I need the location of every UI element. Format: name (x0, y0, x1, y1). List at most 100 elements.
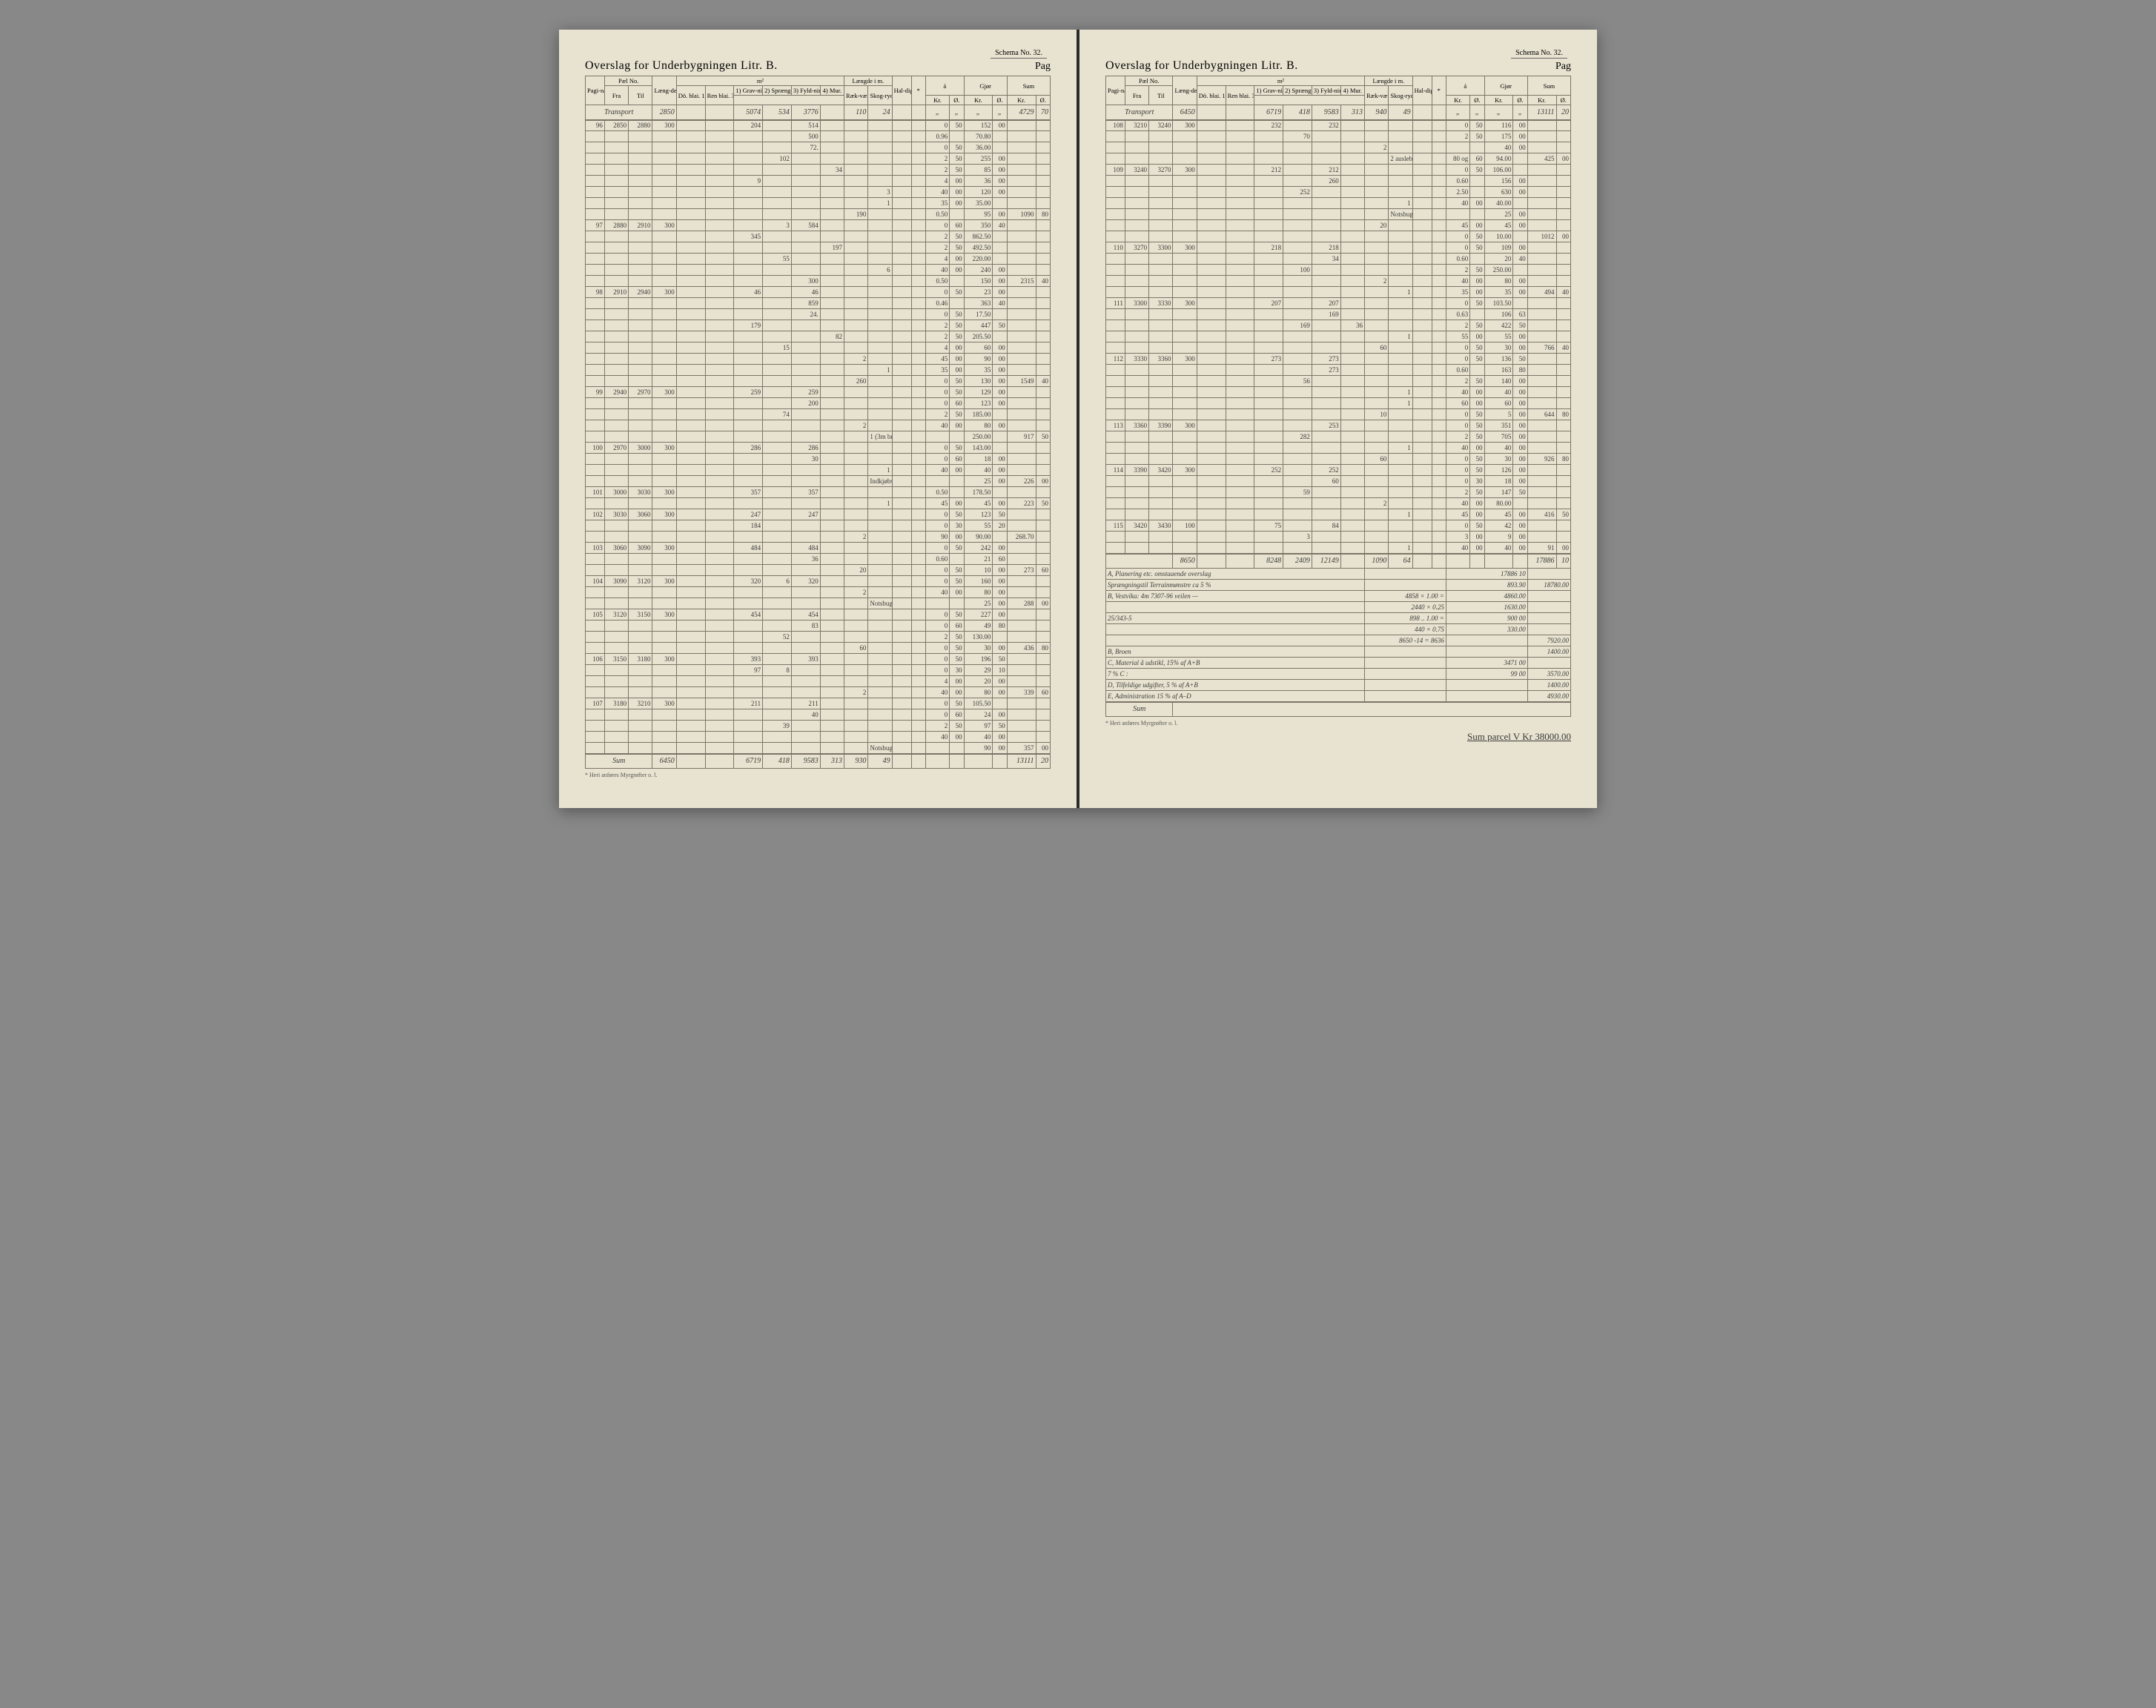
table-row: 400602400 (586, 709, 1051, 721)
table-row: 40004000 (586, 732, 1051, 743)
table-row: 240008000 (586, 587, 1051, 598)
table-row: 345250862.50 (586, 231, 1051, 242)
table-row: 1900.509500109080 (586, 209, 1051, 220)
table-row: 1103270330030021821805010900 (1106, 242, 1571, 254)
table-row: 24000800033960 (586, 687, 1051, 698)
notes-row: C, Material å udstikl, 15% af A+B3471 00 (1106, 658, 1571, 669)
table-row: 24.05017.50 (586, 309, 1051, 320)
table-row: 1053120315030045445405022700 (586, 609, 1051, 620)
table-row: 10932403270300212212050106.00 (1106, 165, 1571, 176)
table-row: 197250492.50 (586, 242, 1051, 254)
table-row: 1123330336030027327305013650 (1106, 354, 1571, 365)
table-row: 1023030306030024724705012350 (586, 509, 1051, 520)
table-row: Indkjøbsgroft250022600 (586, 476, 1051, 487)
table-row: 60050300092680 (1106, 454, 1571, 465)
ledger-table-right: Pagi-na. Pæl No. Læng-de i m. m² Længde … (1105, 76, 1571, 717)
table-row: 9780302910 (586, 665, 1051, 676)
table-row: 9728802910300358406035040 (586, 220, 1051, 231)
table-row: 600301800 (1106, 476, 1571, 487)
notes-row: A, Planering etc. omstaaende overslag178… (1106, 569, 1571, 580)
table-row: 1690.6310663 (1106, 309, 1571, 320)
page-right: Schema No. 32. Overslag for Underbygning… (1078, 30, 1597, 808)
mid-sum-row: 8650 8248 2409 12149 1090 64 1788610 (1106, 554, 1571, 569)
table-row: 1005050064480 (1106, 409, 1571, 420)
table-row: 1033060309030048448405024200 (586, 543, 1051, 554)
table-row: 13500350049440 (1106, 287, 1571, 298)
pag-label-right: Pag (1555, 61, 1571, 73)
table-row: 2900090.00268.70 (586, 532, 1051, 543)
table-row: 10430903120300320632005016000 (586, 576, 1051, 587)
table-row: 10225025500 (586, 153, 1051, 165)
footnote-right: * Heri anføres Myrgrøfter o. l. (1105, 720, 1571, 726)
table-row: 20006012300 (586, 398, 1051, 409)
table-row: 14500450022350 (586, 498, 1051, 509)
notes-row: D, Tilfeldige udgifter, 5 % af A+B1400.0… (1106, 680, 1571, 691)
table-row: 982910294030046460502300 (586, 287, 1051, 298)
table-row: 135003500 (586, 365, 1051, 376)
table-row: 2 auslebugrøfte80 og6094.0042500 (1106, 153, 1571, 165)
table-row: 11133003330300207207050103.50 (1106, 298, 1571, 309)
table-row: 3000.5015000231540 (586, 276, 1051, 287)
table-row: 1133360339030025305035100 (1106, 420, 1571, 431)
transport-row-right: Transport 6450 6719 418 9583 313 940 49 … (1106, 105, 1571, 120)
table-row: 2730.6016380 (1106, 365, 1571, 376)
table-row: 5925014750 (1106, 487, 1571, 498)
table-row: 154006000 (586, 342, 1051, 354)
notes-row: 2440 × 0.251630.00 (1106, 602, 1571, 613)
page-title-left: Overslag for Underbygningen Litr. B. (585, 59, 778, 73)
notes-row: B, Broen1400.00 (1106, 646, 1571, 658)
table-row: 300601800 (586, 454, 1051, 465)
table-row: 26005013000154940 (586, 376, 1051, 387)
table-row: 2600.6015600 (1106, 176, 1571, 187)
table-row: 392509750 (586, 721, 1051, 732)
table-row: 245009000 (586, 354, 1051, 365)
table-row: 1143390342030025225205012600 (1106, 465, 1571, 476)
notes-row: E, Administration 15 % af A–D4930.00 (1106, 691, 1571, 702)
table-row: 2522.5063000 (1106, 187, 1571, 198)
table-row: 52250130.00 (586, 632, 1051, 643)
table-row: 1350035.00 (586, 198, 1051, 209)
page-title-right: Overslag for Underbygningen Litr. B. (1105, 59, 1298, 73)
table-row: 8590.4636340 (586, 298, 1051, 309)
table-row: 240008000 (586, 420, 1051, 431)
table-row: 140004000 (1106, 387, 1571, 398)
table-row: Notsbugrøft250028800 (586, 598, 1051, 609)
notes-row: B, Vestvika: 4m 7307-96 veilen —4858 × 1… (1106, 591, 1571, 602)
table-row: 1 (3m br)250.0091750 (586, 431, 1051, 443)
table-row: 60050300076640 (1106, 342, 1571, 354)
table-row: 1063150318030039339305019650 (586, 654, 1051, 665)
notes-row: 25/343-5898 .. 1.00 =900 00 (1106, 613, 1571, 624)
table-row: 1400040.00 (1106, 198, 1571, 209)
table-row: Notsbugrøft2500 (1106, 209, 1571, 220)
table-row: 155005500 (1106, 331, 1571, 342)
table-row: 17925044750 (586, 320, 1051, 331)
ledger-spread: Schema No. 32. Overslag for Underbygning… (559, 30, 1597, 808)
sum-row-left: Sum 6450 6719 418 9583 313 930 49 131112… (586, 754, 1051, 769)
table-row: 72.05036.00 (586, 142, 1051, 153)
table-header-right: Pagi-na. Pæl No. Læng-de i m. m² Længde … (1106, 76, 1571, 105)
table-row: 1083210324030023223205011600 (1106, 120, 1571, 131)
final-total: Sum parcel V Kr 38000.00 (1105, 731, 1571, 743)
table-row: 7025017500 (1106, 131, 1571, 142)
table-row: 2400080.00 (1106, 498, 1571, 509)
table-row: 55400220.00 (586, 254, 1051, 265)
table-row: 1840305520 (586, 520, 1051, 532)
table-row: 140004000 (1106, 443, 1571, 454)
sum-row-right: Sum (1106, 702, 1571, 717)
table-row: Notsbugrøft900035700 (586, 743, 1051, 754)
table-row: 342508500 (586, 165, 1051, 176)
table-row: 74250185.00 (586, 409, 1051, 420)
schema-right: Schema No. 32. (1511, 48, 1567, 59)
ledger-table-left: Pagi-na. Pæl No. Læng-de i m. m² Længde … (585, 76, 1051, 769)
notes-row: 8650 -14 = 86367920.00 (1106, 635, 1571, 646)
table-row: 94003600 (586, 176, 1051, 187)
table-row: 962850288030020451405015200 (586, 120, 1051, 131)
table-row: 5000.9670.80 (586, 131, 1051, 142)
table-row: 3300900 (1106, 532, 1571, 543)
table-row: 4002000 (586, 676, 1051, 687)
table-row: 10029703000300286286050143.00 (586, 443, 1051, 454)
table-row: 140004000 (586, 465, 1051, 476)
table-row: 101300030303003573570.50178.50 (586, 487, 1051, 498)
table-row: 28225070500 (1106, 431, 1571, 443)
table-row: 05010.00101200 (1106, 231, 1571, 242)
